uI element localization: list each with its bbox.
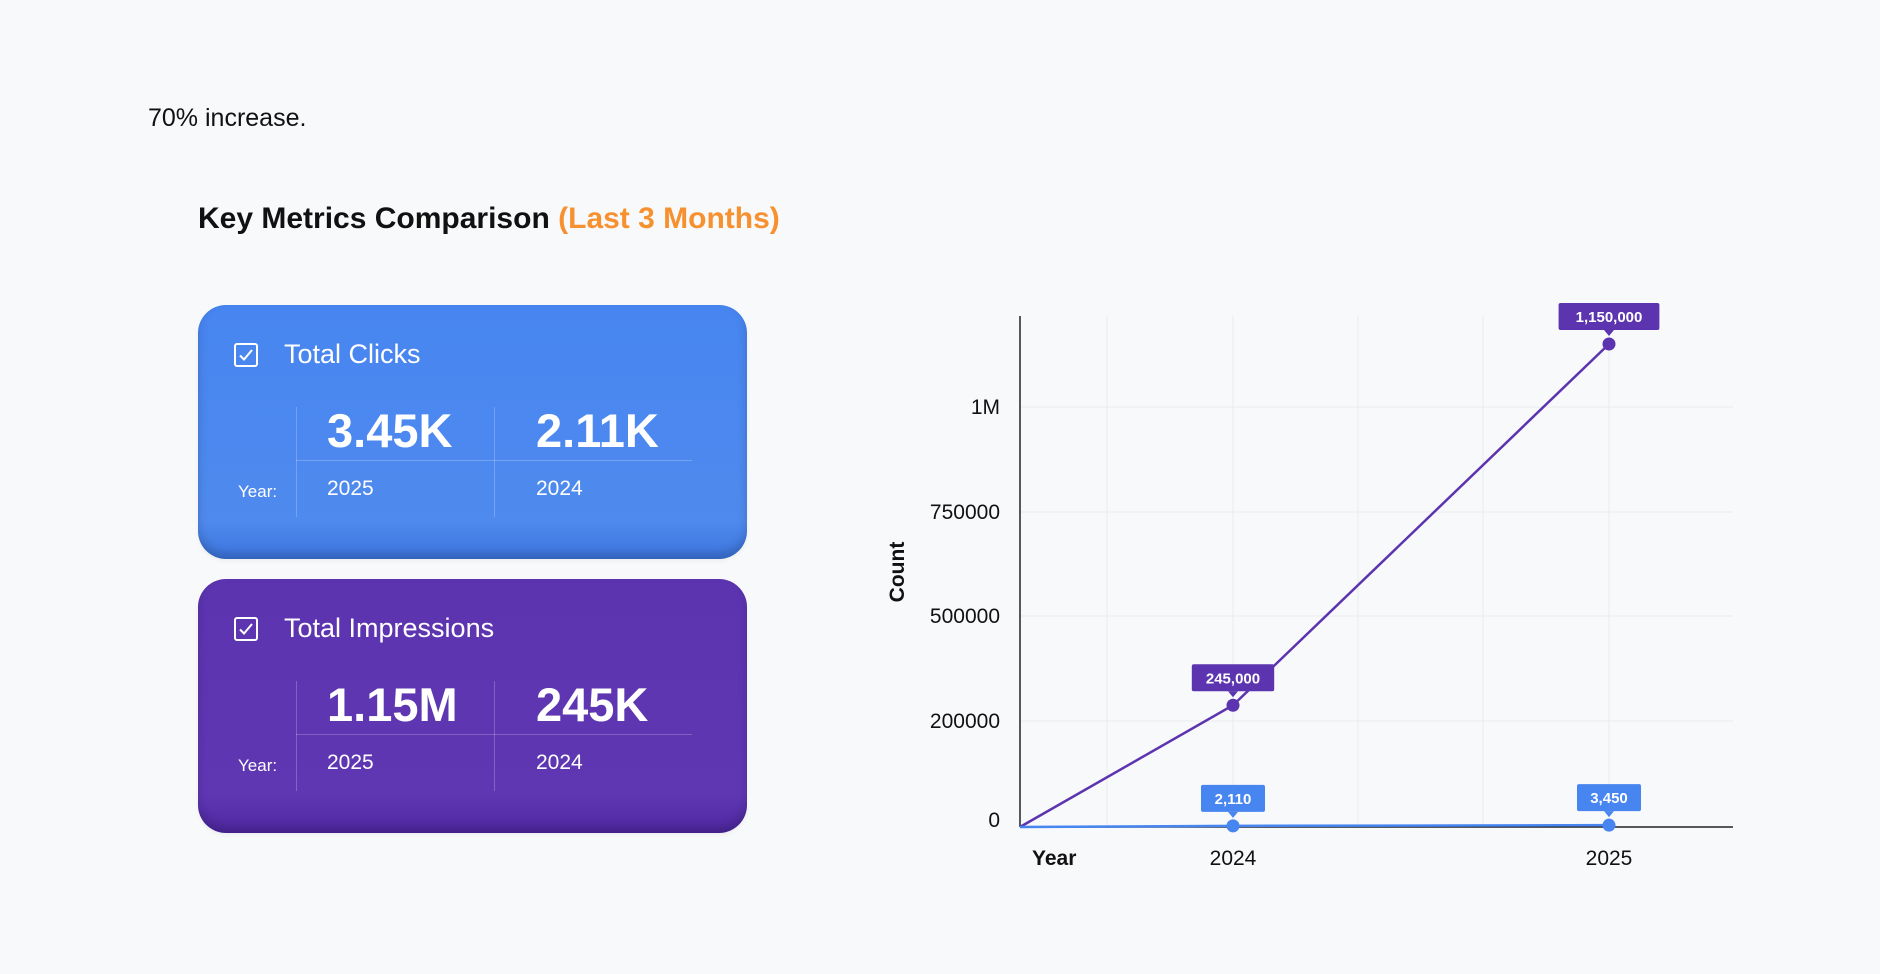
metric-value-2024: 245K: [536, 678, 649, 731]
x-tick-label: 2025: [1586, 847, 1633, 870]
y-tick-label: 0: [988, 809, 1000, 832]
year-label: Year:: [238, 482, 278, 501]
data-point: [1602, 337, 1616, 351]
data-label-pointer: [1228, 811, 1238, 818]
metric-value-2024: 2.11K: [536, 404, 659, 457]
divider: [296, 407, 297, 517]
data-label: 245,000: [1206, 670, 1260, 687]
year-2024: 2024: [536, 477, 583, 500]
data-label-pointer: [1228, 691, 1238, 698]
metric-label: Total Clicks: [284, 339, 421, 369]
metric-label: Total Impressions: [284, 613, 495, 643]
data-label: 1,150,000: [1576, 309, 1643, 326]
divider: [494, 681, 495, 791]
title-main: Key Metrics Comparison: [198, 202, 550, 235]
metric-value-2025: 3.45K: [327, 404, 453, 457]
data-label-pointer: [1604, 811, 1614, 818]
divider: [296, 681, 297, 791]
series-line: [1019, 343, 1610, 829]
data-point: [1226, 698, 1240, 712]
data-point: [1602, 818, 1616, 832]
divider: [296, 734, 692, 735]
year-label: Year:: [238, 756, 278, 775]
data-label-box: [1558, 303, 1660, 330]
data-point: [1226, 819, 1240, 833]
data-label-box: [1577, 784, 1641, 812]
checkbox-checked-icon[interactable]: [234, 617, 258, 641]
y-tick-label: 200000: [930, 710, 1000, 733]
intro-text: 70% increase.: [148, 104, 307, 132]
y-tick-label: 500000: [930, 605, 1000, 628]
y-tick-label: 1M: [971, 396, 1000, 419]
data-label: 2,110: [1215, 791, 1252, 808]
data-label-pointer: [1604, 330, 1614, 336]
data-label-box: [1201, 784, 1265, 812]
year-2024: 2024: [536, 751, 583, 774]
x-tick-label: 2024: [1210, 847, 1257, 870]
checkbox-checked-icon[interactable]: [234, 343, 258, 367]
year-2025: 2025: [327, 477, 374, 500]
y-tick-label: 750000: [930, 501, 1000, 524]
data-label-box: [1191, 664, 1275, 692]
metric-value-2025: 1.15M: [327, 678, 458, 731]
divider: [494, 407, 495, 517]
page-title: Key Metrics Comparison (Last 3 Months): [198, 202, 780, 236]
title-accent: (Last 3 Months): [558, 202, 780, 235]
metric-card-clicks: Total Clicks 3.45K 2.11K Year: 2025 2024: [198, 305, 747, 559]
divider: [296, 460, 692, 461]
metric-card-impressions: Total Impressions 1.15M 245K Year: 2025 …: [198, 579, 747, 833]
y-axis-title: Count: [886, 542, 909, 603]
year-2025: 2025: [327, 751, 374, 774]
data-label: 3,450: [1590, 790, 1628, 807]
x-axis-title: Year: [1032, 847, 1076, 870]
